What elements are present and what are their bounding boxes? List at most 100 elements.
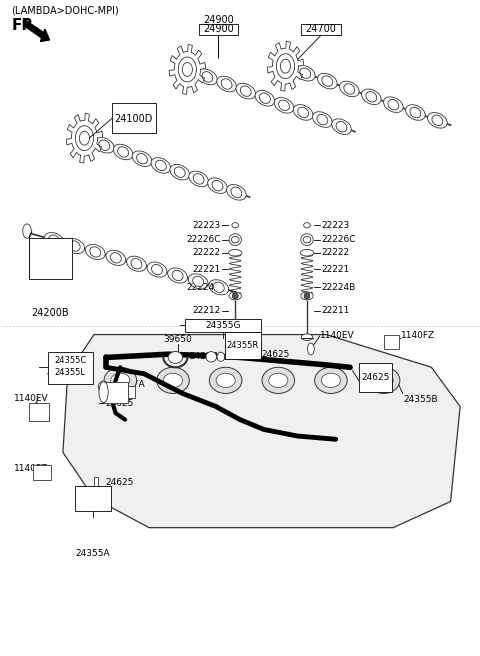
Text: 24355C: 24355C — [54, 356, 86, 365]
Polygon shape — [66, 113, 103, 163]
Text: 22223: 22223 — [322, 220, 349, 230]
Ellipse shape — [232, 293, 238, 299]
Ellipse shape — [206, 352, 216, 362]
Ellipse shape — [104, 367, 137, 394]
Ellipse shape — [147, 262, 167, 277]
Ellipse shape — [110, 253, 121, 263]
Ellipse shape — [168, 352, 182, 363]
Text: 24377A: 24377A — [189, 352, 224, 361]
Text: 22223: 22223 — [192, 220, 221, 230]
Text: (LAMBDA>DOHC-MPI): (LAMBDA>DOHC-MPI) — [11, 5, 119, 15]
Ellipse shape — [212, 180, 223, 191]
Ellipse shape — [322, 373, 340, 388]
Text: FR.: FR. — [11, 18, 39, 33]
Bar — [225, 332, 261, 359]
Ellipse shape — [157, 367, 189, 394]
Ellipse shape — [312, 112, 332, 127]
Bar — [94, 478, 98, 490]
Ellipse shape — [410, 108, 421, 117]
Text: 1140FZ: 1140FZ — [401, 331, 435, 340]
Ellipse shape — [98, 381, 109, 393]
Text: 1140FZ: 1140FZ — [14, 464, 48, 473]
Ellipse shape — [198, 69, 217, 85]
Text: 1140EV: 1140EV — [14, 394, 49, 403]
Circle shape — [182, 62, 192, 76]
Ellipse shape — [172, 270, 183, 281]
Bar — [128, 386, 135, 398]
Bar — [199, 24, 238, 35]
Ellipse shape — [202, 72, 213, 82]
Ellipse shape — [99, 382, 108, 403]
Ellipse shape — [262, 367, 295, 394]
Ellipse shape — [301, 292, 313, 300]
Circle shape — [79, 131, 90, 145]
Ellipse shape — [374, 373, 393, 388]
Text: 22224B: 22224B — [187, 283, 221, 292]
Ellipse shape — [231, 236, 239, 243]
Ellipse shape — [367, 367, 400, 394]
Ellipse shape — [106, 250, 126, 266]
Bar — [104, 382, 128, 403]
Ellipse shape — [361, 89, 381, 104]
Ellipse shape — [317, 73, 337, 89]
Ellipse shape — [188, 274, 208, 289]
Ellipse shape — [366, 92, 377, 102]
Ellipse shape — [217, 352, 225, 361]
Ellipse shape — [193, 174, 204, 184]
Ellipse shape — [137, 154, 147, 164]
Text: 24625: 24625 — [361, 373, 390, 382]
Text: 24100D: 24100D — [115, 113, 153, 123]
Ellipse shape — [296, 66, 315, 81]
Text: 24355B: 24355B — [404, 396, 438, 405]
Bar — [384, 335, 399, 349]
Text: 22222: 22222 — [193, 248, 221, 257]
Ellipse shape — [113, 144, 133, 160]
Ellipse shape — [48, 235, 60, 245]
Bar — [359, 363, 392, 392]
Ellipse shape — [168, 268, 188, 283]
Ellipse shape — [428, 113, 447, 128]
Ellipse shape — [301, 334, 313, 340]
Ellipse shape — [344, 84, 355, 94]
Ellipse shape — [304, 222, 311, 228]
Ellipse shape — [85, 244, 105, 260]
Ellipse shape — [216, 373, 235, 388]
Ellipse shape — [298, 107, 309, 117]
Bar — [185, 319, 261, 332]
Text: 24625: 24625 — [105, 478, 133, 487]
Bar — [29, 238, 72, 279]
Text: 22226C: 22226C — [322, 235, 356, 244]
Ellipse shape — [208, 178, 228, 194]
Ellipse shape — [301, 234, 313, 245]
Text: 24355R: 24355R — [226, 341, 259, 350]
Ellipse shape — [227, 184, 246, 200]
Ellipse shape — [189, 171, 208, 187]
Text: 22222: 22222 — [322, 248, 349, 257]
Ellipse shape — [278, 100, 289, 111]
Ellipse shape — [221, 79, 232, 89]
Ellipse shape — [65, 238, 84, 254]
Ellipse shape — [232, 222, 239, 228]
Ellipse shape — [300, 249, 314, 256]
Text: 24355A: 24355A — [75, 549, 110, 558]
Text: 22221: 22221 — [322, 264, 349, 274]
Bar — [29, 403, 48, 421]
Text: 22211: 22211 — [322, 306, 350, 316]
Ellipse shape — [274, 98, 294, 113]
Ellipse shape — [90, 247, 101, 257]
Ellipse shape — [384, 97, 403, 112]
Ellipse shape — [156, 160, 166, 171]
Ellipse shape — [217, 76, 236, 92]
Ellipse shape — [209, 279, 228, 295]
Ellipse shape — [315, 367, 347, 394]
Ellipse shape — [236, 83, 255, 99]
Ellipse shape — [229, 334, 241, 340]
Ellipse shape — [269, 373, 288, 388]
Ellipse shape — [332, 119, 351, 134]
Text: 39650: 39650 — [163, 335, 192, 344]
Ellipse shape — [23, 224, 31, 238]
Ellipse shape — [111, 373, 130, 388]
Ellipse shape — [118, 147, 129, 157]
Text: 22224B: 22224B — [322, 283, 356, 292]
Ellipse shape — [308, 343, 314, 355]
